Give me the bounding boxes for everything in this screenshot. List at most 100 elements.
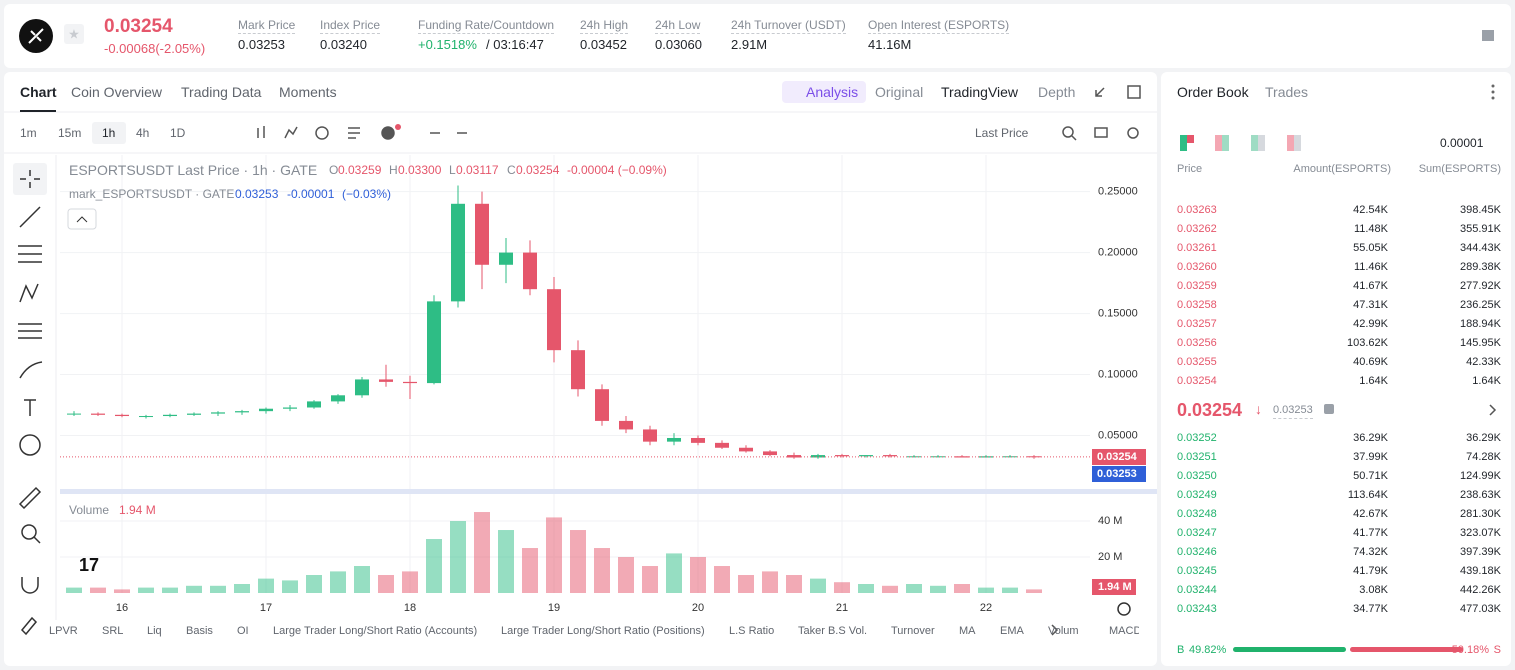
indicator-tab[interactable]: Volume: [1048, 625, 1078, 637]
book-tab[interactable]: Trades: [1265, 84, 1309, 100]
book-amount: 1.64K: [1359, 375, 1388, 387]
indicator-tab[interactable]: Turnover: [891, 625, 935, 637]
volume-bar: [642, 566, 658, 593]
volume-bar: [66, 587, 82, 593]
book-sum: 439.18K: [1460, 565, 1501, 577]
book-amount: 113.64K: [1347, 489, 1388, 501]
column-header: Price: [1177, 163, 1203, 175]
price-source[interactable]: Last Price: [975, 126, 1029, 140]
book-amount: 50.71K: [1353, 470, 1388, 482]
book-amount: 36.29K: [1353, 432, 1388, 444]
volume-bar: [402, 571, 418, 593]
candle-body: [355, 379, 369, 396]
candle-body: [331, 395, 345, 402]
chart-tool-icons: [257, 85, 1141, 141]
book-sum: 124.99K: [1460, 470, 1501, 482]
interval[interactable]: 4h: [136, 126, 150, 140]
book-sum: 1.64K: [1472, 375, 1501, 387]
y-tick-label: 0.10000: [1098, 368, 1138, 380]
menu-dots[interactable]: [1491, 84, 1495, 100]
view-tab[interactable]: Analysis: [806, 84, 859, 100]
buy-ratio: 49.82%: [1189, 644, 1227, 656]
book-icon[interactable]: [1482, 30, 1494, 41]
indicator-tab[interactable]: LPVR: [49, 625, 78, 637]
book-amount: 42.99K: [1353, 318, 1388, 330]
y-tick-label: 0.20000: [1098, 246, 1138, 258]
volume-bar: [738, 575, 754, 593]
stat-value: 0.03253: [238, 37, 285, 52]
book-price: 0.03259: [1177, 280, 1217, 292]
indicator-tab[interactable]: Liq: [147, 625, 162, 637]
volume-bar: [498, 530, 514, 593]
interval[interactable]: 1D: [170, 126, 186, 140]
indicator-tab[interactable]: MA: [959, 625, 976, 637]
indicator-tab[interactable]: Large Trader Long/Short Ratio (Positions…: [501, 625, 705, 637]
book-amount: 3.08K: [1359, 584, 1388, 596]
indicator-tab[interactable]: MACD: [1109, 625, 1139, 637]
book-price: 0.03251: [1177, 451, 1217, 463]
favorite[interactable]: [64, 24, 84, 44]
book-price: 0.03263: [1177, 204, 1217, 216]
candle-body: [643, 429, 657, 442]
chart-tab[interactable]: Chart: [20, 84, 57, 100]
interval[interactable]: 1m: [20, 126, 37, 140]
volume-bar: [786, 575, 802, 593]
volume-bar: [906, 584, 922, 593]
interval[interactable]: 1h: [102, 126, 116, 140]
volume-bar: [90, 587, 106, 593]
book-tab[interactable]: Order Book: [1177, 84, 1249, 100]
book-sum: 323.07K: [1460, 527, 1501, 539]
buy-tag: B: [1177, 644, 1185, 656]
view-tab[interactable]: Original: [875, 84, 924, 100]
view-tab[interactable]: Depth: [1038, 84, 1076, 100]
x-tick-label: 17: [260, 602, 272, 614]
interval[interactable]: 15m: [58, 126, 82, 140]
candle-body: [571, 350, 585, 390]
volume-bar: [690, 557, 706, 593]
book-price: 0.03256: [1177, 337, 1217, 349]
chart-tab[interactable]: Moments: [279, 84, 337, 100]
book-amount: 40.69K: [1353, 356, 1388, 368]
volume-bar: [978, 587, 994, 593]
settings-icon[interactable]: [1117, 602, 1131, 616]
indicator-tab[interactable]: SRL: [102, 625, 124, 637]
volume-bar: [954, 584, 970, 593]
candle-body: [523, 252, 537, 290]
candle-body: [115, 414, 129, 417]
candle-body: [595, 389, 609, 421]
view-tab[interactable]: TradingView: [941, 84, 1019, 100]
chart-tab[interactable]: Coin Overview: [71, 84, 163, 100]
volume-bar: [762, 571, 778, 593]
stat-value: 41.16M: [868, 37, 912, 52]
book-sum: 238.63K: [1460, 489, 1501, 501]
chart-tab[interactable]: Trading Data: [181, 84, 262, 100]
x-tick-label: 21: [836, 602, 848, 614]
chevron[interactable]: [1489, 404, 1497, 416]
interval-active: [92, 122, 126, 144]
price-chart: 16 17 18 19 20 21 22 0.05000 0.10000 0.15000 0.200…: [60, 155, 1157, 614]
book-amount: 11.48K: [1353, 223, 1388, 235]
book-price: 0.03262: [1177, 223, 1217, 235]
mark-value: (−0.03%): [342, 187, 392, 201]
volume-bar: [714, 566, 730, 593]
candle-body: [547, 289, 561, 351]
indicator-tab[interactable]: OI: [237, 625, 249, 637]
x-tick-label: 16: [116, 602, 128, 614]
indicator-tab[interactable]: Taker B.S Vol.: [798, 625, 868, 637]
book-price: 0.03260: [1177, 261, 1217, 273]
indicator-tab[interactable]: Large Trader Long/Short Ratio (Accounts): [273, 625, 478, 637]
book-last-price: 0.03254: [1177, 400, 1243, 420]
collapse-button[interactable]: [67, 208, 97, 230]
precision[interactable]: 0.00001: [1440, 136, 1484, 150]
volume-bar: [834, 582, 850, 593]
x-tick-label: 20: [692, 602, 704, 614]
book-amount: 41.79K: [1353, 565, 1388, 577]
book-amount: 34.77K: [1353, 603, 1388, 615]
down-arrow: ↓: [1255, 401, 1262, 417]
candle-body: [859, 455, 873, 457]
stat-label: 24h High: [580, 18, 629, 34]
analysis-pill[interactable]: [782, 81, 866, 103]
more-indicators[interactable]: [1051, 624, 1059, 636]
indicator-tab[interactable]: Basis: [186, 625, 213, 637]
indicator-tab[interactable]: L.S Ratio: [729, 625, 775, 637]
